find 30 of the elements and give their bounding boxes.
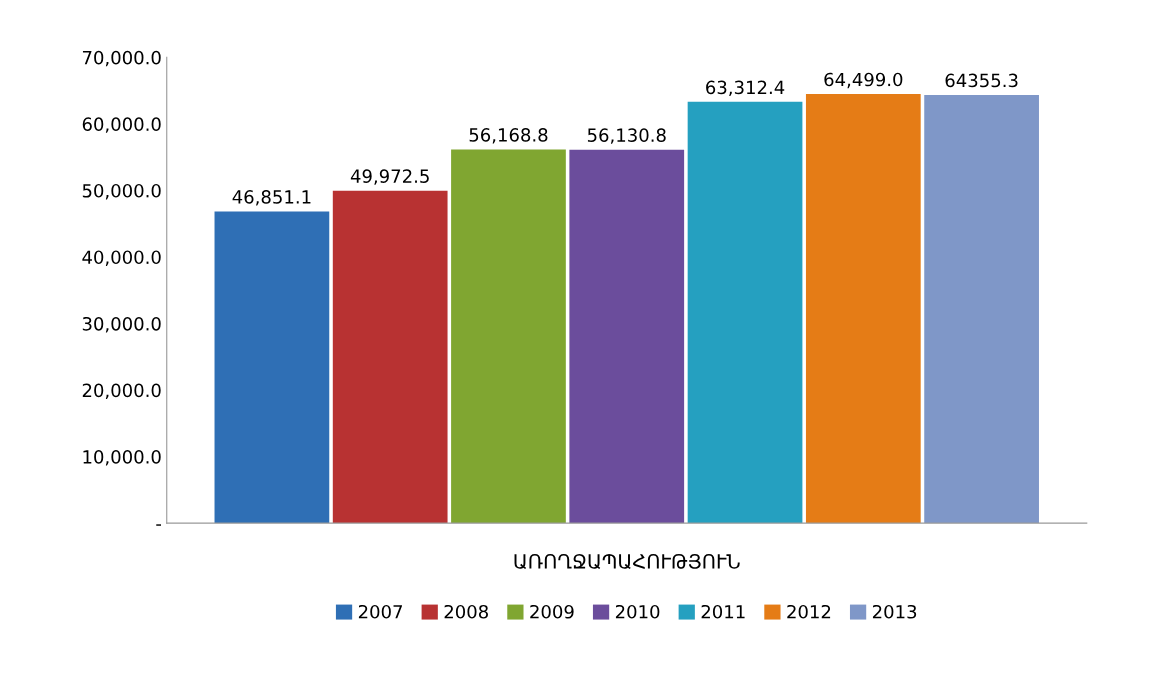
y-tick-label: 10,000.0 [83,450,161,466]
data-label: 63,312.4 [706,80,785,97]
legend-label: 2008 [444,604,488,619]
y-tick-label: 60,000.0 [82,117,161,133]
legend-label: 2012 [787,604,831,619]
legend-label: 2011 [701,604,745,619]
data-label: 46,851.1 [232,190,311,206]
legend-label: 2013 [872,604,917,619]
y-tick-label: 70,000.0 [82,50,161,67]
bar [451,149,566,524]
y-tick-label: 20,000.0 [82,383,161,400]
data-label: 64,499.0 [824,72,903,89]
data-label: 49,972.5 [350,169,429,185]
data-label: 64355.3 [945,73,1018,88]
legend-label: 2007 [358,604,402,619]
bar [569,149,685,524]
data-label: 56,130.8 [587,128,666,144]
bar [805,93,921,524]
x-tick-label: ԱՌՈՂՋԱՊԱՀՈՒԹՅՈՒՆ [514,554,740,570]
legend-label: 2009 [530,604,574,619]
y-tick-label: - [156,524,162,526]
bar [924,94,1039,524]
bar [214,211,330,524]
y-tick-label: 30,000.0 [82,316,161,333]
bar [332,190,448,524]
data-label: 56,168.8 [469,128,548,144]
y-tick-label: 50,000.0 [82,183,161,200]
y-tick-label: 40,000.0 [82,250,161,266]
legend-label: 2010 [615,604,660,619]
bar [687,101,803,524]
